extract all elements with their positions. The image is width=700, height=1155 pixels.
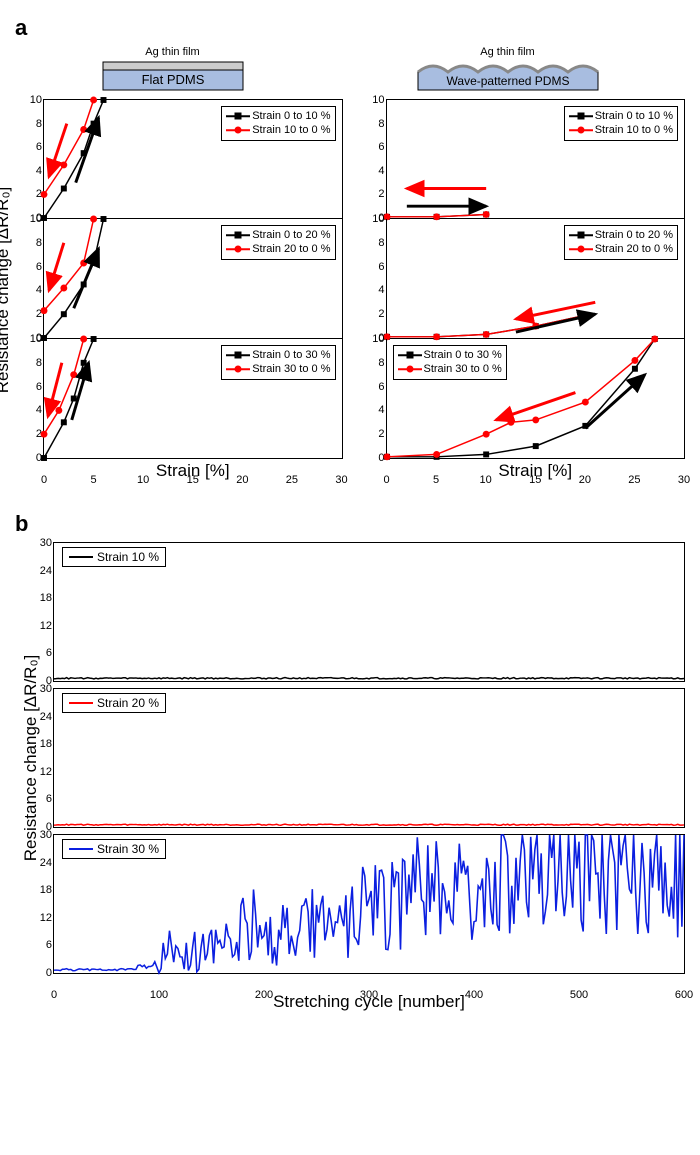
- strain-chart: 0246810051015202530Strain 0 to 30 %Strai…: [43, 339, 343, 459]
- left-column: Resistance change [ΔR/R₀] 0246810Strain …: [15, 99, 343, 481]
- wave-pdms-diagram: Ag thin film Wave-patterned PDMS: [408, 46, 608, 94]
- flat-pdms-diagram: Ag thin film Flat PDMS: [93, 46, 253, 94]
- cycle-chart: 0612182430Strain 10 %: [53, 542, 685, 682]
- panel-a-label: a: [15, 15, 685, 41]
- legend: Strain 20 %: [62, 693, 166, 713]
- right-column: 0246810Strain 0 to 10 %Strain 10 to 0 %0…: [358, 99, 686, 481]
- panel-b: Resistance change [ΔR/R₀] 0612182430Stra…: [15, 542, 685, 1012]
- diagram-row: Ag thin film Flat PDMS Ag thin film Wave…: [15, 46, 685, 94]
- strain-chart: 0246810051015202530Strain 0 to 30 %Strai…: [386, 339, 686, 459]
- wave-pdms-text: Wave-patterned PDMS: [446, 74, 569, 88]
- cycle-chart: 06121824300100200300400500600Strain 30 %: [53, 834, 685, 974]
- strain-chart: 0246810Strain 0 to 20 %Strain 20 to 0 %: [43, 219, 343, 339]
- ag-film-label-2: Ag thin film: [480, 46, 534, 58]
- strain-chart: 0246810Strain 0 to 10 %Strain 10 to 0 %: [43, 99, 343, 219]
- chart-legend: Strain 0 to 30 %Strain 30 to 0 %: [221, 345, 335, 380]
- legend: Strain 10 %: [62, 547, 166, 567]
- chart-legend: Strain 0 to 30 %Strain 30 to 0 %: [393, 345, 507, 380]
- y-axis-label-left: Resistance change [ΔR/R₀]: [0, 187, 13, 393]
- legend: Strain 30 %: [62, 839, 166, 859]
- strain-chart: 0246810Strain 0 to 10 %Strain 10 to 0 %: [386, 99, 686, 219]
- strain-chart: 0246810Strain 0 to 20 %Strain 20 to 0 %: [386, 219, 686, 339]
- flat-pdms-text: Flat PDMS: [141, 72, 204, 87]
- ag-film-label: Ag thin film: [145, 46, 199, 58]
- cycle-chart: 0612182430Strain 20 %: [53, 688, 685, 828]
- chart-legend: Strain 0 to 10 %Strain 10 to 0 %: [221, 106, 335, 141]
- chart-legend: Strain 0 to 20 %Strain 20 to 0 %: [564, 225, 678, 260]
- panel-b-label: b: [15, 511, 685, 537]
- panel-a: Resistance change [ΔR/R₀] 0246810Strain …: [15, 99, 685, 481]
- chart-legend: Strain 0 to 10 %Strain 10 to 0 %: [564, 106, 678, 141]
- chart-legend: Strain 0 to 20 %Strain 20 to 0 %: [221, 225, 335, 260]
